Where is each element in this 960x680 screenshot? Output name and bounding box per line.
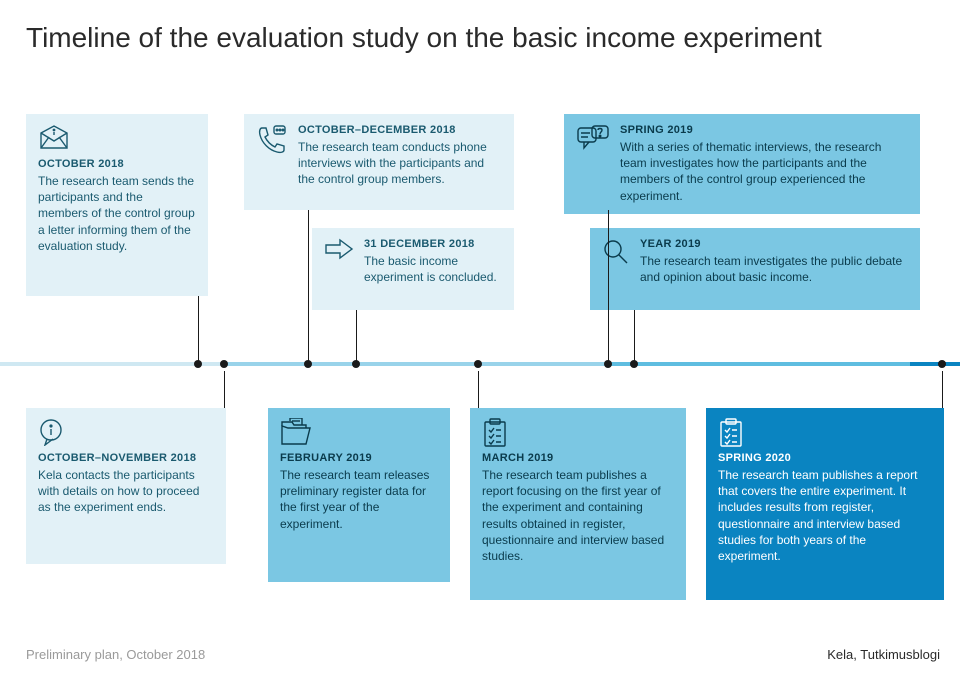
connector-line — [356, 310, 357, 362]
connector-line — [198, 296, 199, 362]
speech-question-icon — [576, 124, 610, 152]
connector-line — [608, 210, 609, 362]
event-card-spring2019-interviews: SPRING 2019 With a series of thematic in… — [564, 114, 920, 214]
event-date: OCTOBER–DECEMBER 2018 — [298, 124, 502, 136]
event-date: SPRING 2019 — [620, 124, 908, 136]
info-speech-icon — [38, 418, 214, 446]
event-body: The basic income experiment is concluded… — [364, 253, 502, 285]
footer-right: Kela, Tutkimusblogi — [827, 647, 940, 662]
connector-line — [634, 310, 635, 362]
event-card-spring2020-finalreport: SPRING 2020 The research team publishes … — [706, 408, 944, 600]
event-date: MARCH 2019 — [482, 452, 674, 464]
event-card-31dec2018-end: 31 DECEMBER 2018 The basic income experi… — [312, 228, 514, 310]
event-date: SPRING 2020 — [718, 452, 932, 464]
page-title: Timeline of the evaluation study on the … — [26, 22, 822, 54]
footer-left: Preliminary plan, October 2018 — [26, 647, 205, 662]
event-date: 31 DECEMBER 2018 — [364, 238, 502, 250]
event-body: The research team releases preliminary r… — [280, 467, 438, 532]
event-date: YEAR 2019 — [640, 238, 908, 250]
folder-document-icon — [280, 418, 438, 446]
event-card-octnov2018-contact: OCTOBER–NOVEMBER 2018 Kela contacts the … — [26, 408, 226, 564]
connector-line — [224, 371, 225, 408]
event-body: The research team publishes a report foc… — [482, 467, 674, 564]
event-body: With a series of thematic interviews, th… — [620, 139, 908, 204]
envelope-icon — [38, 124, 196, 152]
magnifier-icon — [602, 238, 630, 266]
event-card-oct2018-letter: OCTOBER 2018 The research team sends the… — [26, 114, 208, 296]
event-body: The research team publishes a report tha… — [718, 467, 932, 564]
connector-line — [942, 371, 943, 408]
event-card-octdec2018-phone: OCTOBER–DECEMBER 2018 The research team … — [244, 114, 514, 210]
timeline-dot — [220, 360, 228, 368]
clipboard-check-icon — [482, 418, 674, 446]
event-card-year2019-debate: YEAR 2019 The research team investigates… — [590, 228, 920, 310]
arrow-right-icon — [324, 238, 354, 266]
event-body: The research team sends the participants… — [38, 173, 196, 254]
event-date: OCTOBER–NOVEMBER 2018 — [38, 452, 214, 464]
event-card-feb2019-registerdata: FEBRUARY 2019 The research team releases… — [268, 408, 450, 582]
phone-icon — [256, 124, 288, 152]
event-body: The research team investigates the publi… — [640, 253, 908, 285]
event-date: FEBRUARY 2019 — [280, 452, 438, 464]
event-card-mar2019-report: MARCH 2019 The research team publishes a… — [470, 408, 686, 600]
connector-line — [308, 210, 309, 362]
timeline-dot — [474, 360, 482, 368]
event-body: Kela contacts the participants with deta… — [38, 467, 214, 516]
event-body: The research team conducts phone intervi… — [298, 139, 502, 188]
event-date: OCTOBER 2018 — [38, 158, 196, 170]
clipboard-check-icon — [718, 418, 932, 446]
timeline-dot — [938, 360, 946, 368]
connector-line — [478, 371, 479, 408]
